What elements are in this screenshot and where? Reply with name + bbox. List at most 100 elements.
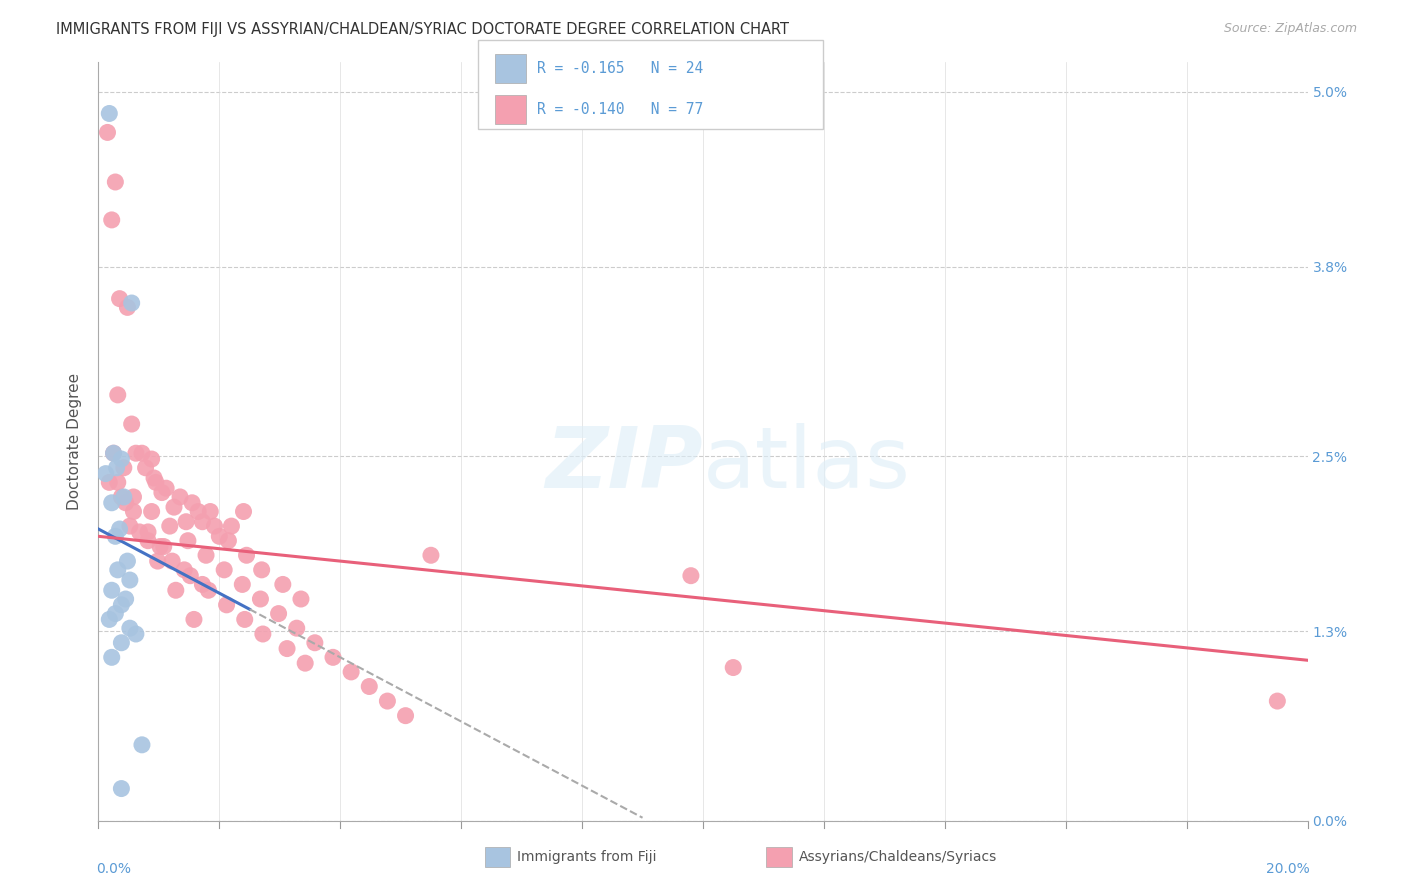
Point <box>276 641 298 656</box>
Point <box>122 490 145 504</box>
Point <box>195 548 218 563</box>
Point <box>285 621 308 635</box>
Text: 0.0%: 0.0% <box>96 863 131 876</box>
Point <box>103 446 125 460</box>
Point <box>107 388 129 402</box>
Point <box>131 738 153 752</box>
Point <box>165 583 187 598</box>
Point <box>271 577 294 591</box>
Text: ZIP: ZIP <box>546 423 703 506</box>
Point <box>191 577 214 591</box>
Point <box>679 568 702 582</box>
Point <box>96 125 118 139</box>
Text: 20.0%: 20.0% <box>1267 863 1310 876</box>
Point <box>110 490 132 504</box>
Point <box>249 592 271 607</box>
Point <box>152 540 174 554</box>
Point <box>98 475 121 490</box>
Y-axis label: Doctorate Degree: Doctorate Degree <box>67 373 83 510</box>
Point <box>235 548 257 563</box>
Point <box>250 563 273 577</box>
Point <box>110 781 132 796</box>
Point <box>108 522 131 536</box>
Point <box>217 533 239 548</box>
Point <box>174 515 197 529</box>
Point <box>118 519 141 533</box>
Point <box>359 680 381 694</box>
Point <box>98 612 121 626</box>
Point <box>128 524 150 539</box>
Point <box>233 612 256 626</box>
Point <box>125 446 148 460</box>
Point <box>121 417 143 431</box>
Point <box>108 292 131 306</box>
Point <box>136 524 159 539</box>
Point <box>215 598 238 612</box>
Text: atlas: atlas <box>703 423 911 506</box>
Point <box>204 519 226 533</box>
Point <box>197 583 219 598</box>
Point <box>183 612 205 626</box>
Point <box>141 504 163 518</box>
Text: R = -0.140   N = 77: R = -0.140 N = 77 <box>537 103 703 117</box>
Point <box>100 496 122 510</box>
Point <box>112 490 135 504</box>
Point <box>179 568 201 582</box>
Point <box>1267 694 1289 708</box>
Point <box>141 452 163 467</box>
Point <box>131 446 153 460</box>
Point <box>103 446 125 460</box>
Point <box>107 475 129 490</box>
Point <box>173 563 195 577</box>
Point <box>146 554 169 568</box>
Text: R = -0.165   N = 24: R = -0.165 N = 24 <box>537 62 703 76</box>
Point <box>304 636 326 650</box>
Point <box>290 592 312 607</box>
Point <box>112 460 135 475</box>
Point <box>420 548 443 563</box>
Point <box>135 460 157 475</box>
Point <box>294 656 316 670</box>
Text: Source: ZipAtlas.com: Source: ZipAtlas.com <box>1223 22 1357 36</box>
Point <box>200 504 222 518</box>
Point <box>221 519 243 533</box>
Point <box>104 607 127 621</box>
Point <box>105 460 128 475</box>
Point <box>377 694 399 708</box>
Text: Assyrians/Chaldeans/Syriacs: Assyrians/Chaldeans/Syriacs <box>799 850 997 864</box>
Point <box>117 301 139 315</box>
Point <box>267 607 290 621</box>
Text: Immigrants from Fiji: Immigrants from Fiji <box>517 850 657 864</box>
Point <box>394 708 416 723</box>
Point <box>145 475 167 490</box>
Point <box>100 650 122 665</box>
Point <box>150 485 173 500</box>
Point <box>169 490 191 504</box>
Point <box>208 529 231 543</box>
Point <box>252 627 274 641</box>
Point <box>100 213 122 227</box>
Point <box>149 540 172 554</box>
Point <box>159 519 181 533</box>
Point <box>98 106 121 120</box>
Point <box>125 627 148 641</box>
Point <box>181 496 204 510</box>
Point <box>155 481 177 495</box>
Point <box>114 496 136 510</box>
Point <box>100 583 122 598</box>
Point <box>187 504 209 518</box>
Point <box>122 504 145 518</box>
Point <box>118 621 141 635</box>
Point <box>231 577 253 591</box>
Text: IMMIGRANTS FROM FIJI VS ASSYRIAN/CHALDEAN/SYRIAC DOCTORATE DEGREE CORRELATION CH: IMMIGRANTS FROM FIJI VS ASSYRIAN/CHALDEA… <box>56 22 789 37</box>
Point <box>110 636 132 650</box>
Point <box>121 296 143 310</box>
Point <box>212 563 235 577</box>
Point <box>723 660 745 674</box>
Point <box>163 500 186 515</box>
Point <box>110 598 132 612</box>
Point <box>160 554 183 568</box>
Point <box>94 467 117 481</box>
Point <box>114 592 136 607</box>
Point <box>191 515 214 529</box>
